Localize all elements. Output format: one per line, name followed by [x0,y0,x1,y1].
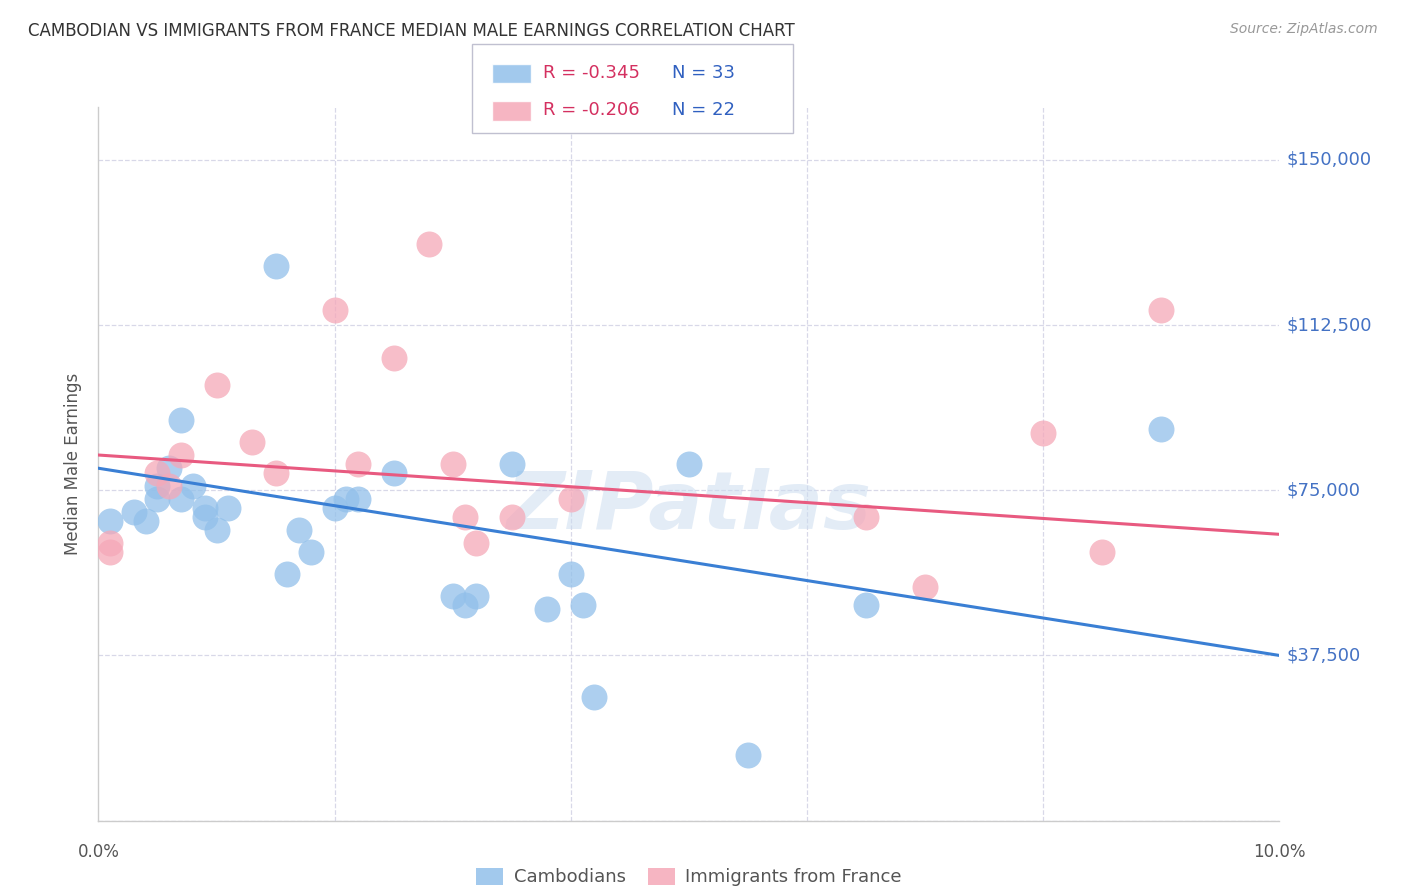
Text: ZIPatlas: ZIPatlas [506,467,872,546]
Point [1150,302,1173,317]
Point [170,448,193,462]
Point [1150,421,1173,435]
Text: R = -0.206: R = -0.206 [543,102,640,120]
Point [536,602,558,616]
Point [323,302,346,317]
Point [264,259,287,273]
Point [276,566,298,581]
Text: CAMBODIAN VS IMMIGRANTS FROM FRANCE MEDIAN MALE EARNINGS CORRELATION CHART: CAMBODIAN VS IMMIGRANTS FROM FRANCE MEDI… [28,22,794,40]
Point [382,351,405,365]
Point [288,523,311,537]
Text: $150,000: $150,000 [1286,151,1372,169]
Legend: Cambodians, Immigrants from France: Cambodians, Immigrants from France [468,861,910,892]
Point [146,466,169,480]
Point [441,457,464,471]
Text: R = -0.345: R = -0.345 [543,63,640,82]
Point [347,457,370,471]
Point [98,545,121,559]
Point [583,690,606,705]
Point [501,457,523,471]
Text: 10.0%: 10.0% [1253,843,1306,861]
Text: $37,500: $37,500 [1286,647,1361,665]
Point [157,461,180,475]
Point [146,479,169,493]
Point [240,434,263,449]
Point [855,509,877,524]
Point [135,514,157,528]
Point [855,598,877,612]
Point [501,509,523,524]
Point [453,509,475,524]
Point [560,492,582,507]
Point [181,479,204,493]
Point [170,492,193,507]
Point [1091,545,1114,559]
Point [453,598,475,612]
Point [678,457,700,471]
Text: $112,500: $112,500 [1286,316,1372,334]
Point [465,589,488,603]
Point [146,492,169,507]
Text: Source: ZipAtlas.com: Source: ZipAtlas.com [1230,22,1378,37]
Point [560,566,582,581]
Point [465,536,488,550]
Point [194,500,217,515]
Text: $75,000: $75,000 [1286,482,1361,500]
Point [157,479,180,493]
Point [205,377,228,392]
Point [217,500,239,515]
Point [571,598,593,612]
Point [264,466,287,480]
Text: N = 33: N = 33 [672,63,735,82]
Point [1032,425,1054,440]
Point [737,747,759,762]
Point [98,514,121,528]
Point [914,580,936,594]
Point [418,236,440,251]
Point [170,413,193,427]
Text: 0.0%: 0.0% [77,843,120,861]
Point [323,500,346,515]
Point [382,466,405,480]
Point [205,523,228,537]
Point [98,536,121,550]
Text: N = 22: N = 22 [672,102,735,120]
Point [347,492,370,507]
Point [194,509,217,524]
Y-axis label: Median Male Earnings: Median Male Earnings [65,373,83,555]
Point [299,545,322,559]
Point [335,492,357,507]
Point [441,589,464,603]
Point [122,505,145,519]
